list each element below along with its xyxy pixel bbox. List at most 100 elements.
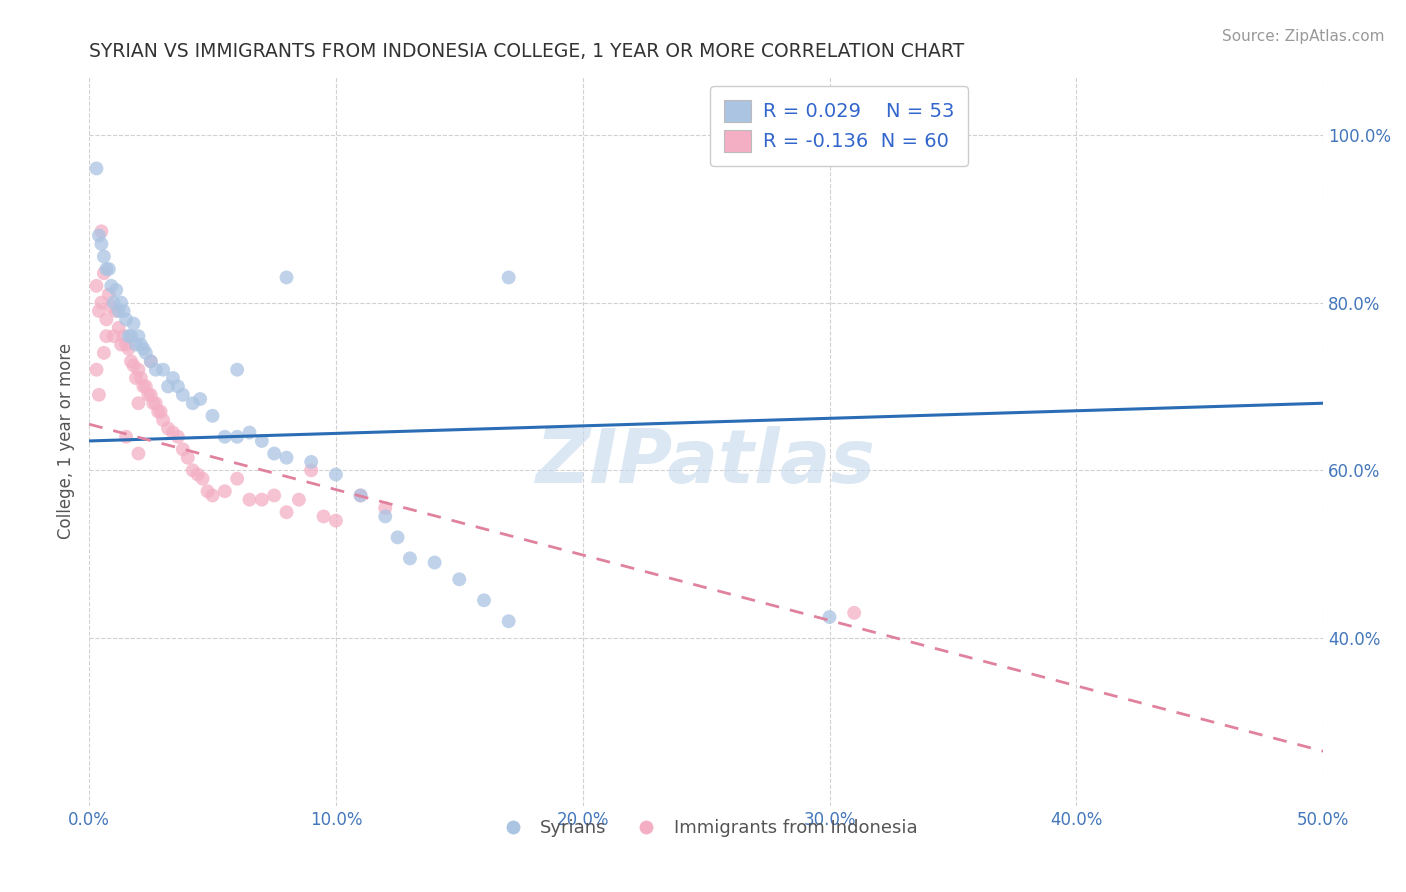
Point (96, 262, 118, 277)
Point (97, 262, 120, 277)
Point (112, 304, 135, 318)
Point (263, 446, 285, 460)
Point (149, 404, 172, 418)
Point (226, 472, 249, 486)
Point (181, 396, 204, 410)
Point (172, 388, 194, 402)
Point (498, 270, 520, 285)
Point (135, 379, 157, 393)
Text: ZIPatlas: ZIPatlas (536, 426, 876, 500)
Point (276, 450, 298, 465)
Point (120, 354, 142, 368)
Point (142, 396, 165, 410)
Point (90, 295, 112, 310)
Text: SYRIAN VS IMMIGRANTS FROM INDONESIA COLLEGE, 1 YEAR OR MORE CORRELATION CHART: SYRIAN VS IMMIGRANTS FROM INDONESIA COLL… (89, 42, 965, 61)
Point (187, 467, 209, 482)
Point (226, 362, 249, 376)
Point (214, 484, 236, 499)
Point (399, 551, 422, 566)
Point (191, 472, 214, 486)
Point (139, 354, 162, 368)
Point (117, 342, 139, 356)
Point (181, 463, 204, 477)
Point (87, 228, 110, 243)
Point (312, 509, 335, 524)
Point (115, 337, 138, 351)
Point (93, 250, 115, 264)
Legend: Syrians, Immigrants from Indonesia: Syrians, Immigrants from Indonesia (488, 812, 924, 844)
Point (238, 425, 260, 440)
Point (86, 278, 108, 293)
Point (90, 224, 112, 238)
Point (197, 484, 219, 499)
Point (152, 362, 174, 376)
Point (167, 430, 190, 444)
Point (135, 346, 157, 360)
Point (110, 337, 132, 351)
Point (188, 392, 211, 406)
Point (100, 278, 122, 293)
Point (122, 317, 145, 331)
Point (93, 346, 115, 360)
Point (86, 362, 108, 376)
Point (172, 442, 194, 457)
Point (110, 295, 132, 310)
Point (96, 329, 118, 343)
Point (127, 362, 149, 376)
Point (387, 530, 409, 544)
Point (288, 492, 311, 507)
Point (132, 379, 155, 393)
Point (263, 488, 285, 502)
Point (374, 509, 396, 524)
Point (349, 488, 371, 502)
Point (125, 371, 148, 385)
Point (132, 342, 155, 356)
Point (299, 463, 322, 477)
Point (127, 329, 149, 343)
Point (125, 337, 148, 351)
Point (103, 295, 125, 310)
Point (93, 266, 115, 280)
Point (818, 610, 841, 624)
Point (449, 572, 471, 586)
Point (498, 614, 520, 628)
Point (844, 606, 866, 620)
Point (87, 304, 110, 318)
Point (87, 388, 110, 402)
Point (86, 161, 108, 176)
Point (115, 312, 138, 326)
Point (117, 329, 139, 343)
Point (374, 501, 396, 516)
Point (162, 371, 184, 385)
Point (129, 337, 152, 351)
Point (276, 270, 298, 285)
Point (423, 556, 446, 570)
Point (325, 467, 347, 482)
Point (122, 359, 145, 373)
Point (349, 488, 371, 502)
Point (299, 455, 322, 469)
Point (201, 409, 224, 423)
Point (96, 312, 118, 326)
Point (127, 446, 149, 460)
Point (226, 430, 249, 444)
Point (139, 388, 162, 402)
Point (136, 388, 159, 402)
Point (250, 434, 273, 448)
Point (145, 396, 167, 410)
Point (112, 329, 135, 343)
Point (238, 492, 260, 507)
Point (177, 450, 200, 465)
Point (115, 430, 138, 444)
Point (472, 593, 495, 607)
Point (105, 304, 128, 318)
Point (214, 430, 236, 444)
Point (90, 236, 112, 251)
Text: Source: ZipAtlas.com: Source: ZipAtlas.com (1222, 29, 1385, 44)
Point (250, 492, 273, 507)
Point (107, 304, 129, 318)
Point (120, 329, 142, 343)
Point (325, 514, 347, 528)
Point (127, 396, 149, 410)
Point (167, 379, 190, 393)
